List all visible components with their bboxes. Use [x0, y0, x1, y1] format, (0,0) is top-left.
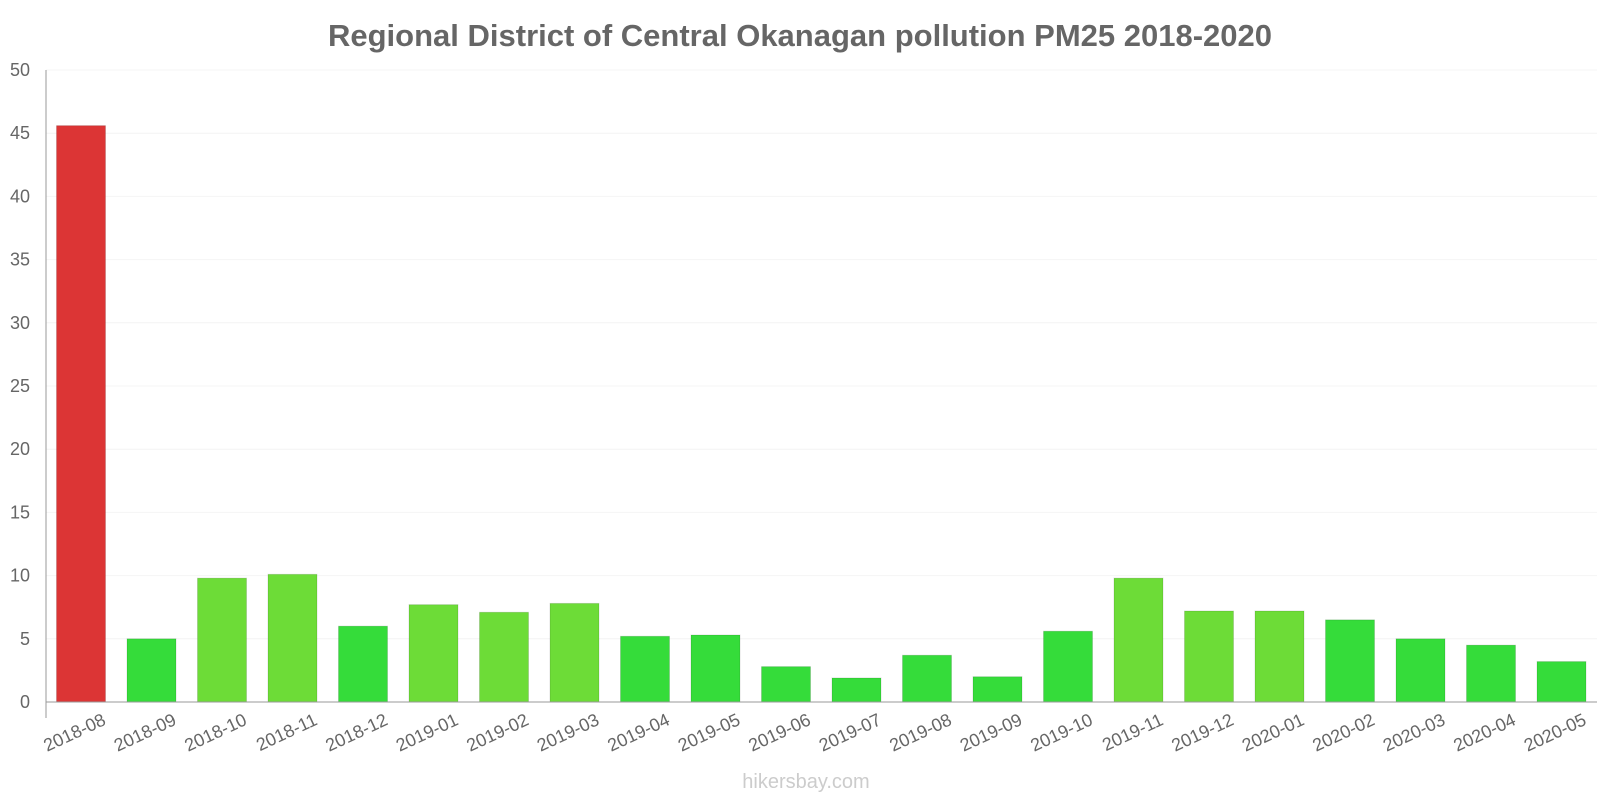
- y-tick-label: 35: [10, 250, 30, 270]
- x-tick-label: 2018-08: [40, 709, 108, 755]
- x-tick-label: 2019-03: [534, 709, 602, 755]
- bar-2019-08: [902, 654, 952, 703]
- y-tick-label: 50: [10, 60, 30, 80]
- axes: [45, 70, 1597, 718]
- bar-2020-04: [1466, 644, 1516, 703]
- y-tick-label: 20: [10, 439, 30, 459]
- bar-2019-02: [479, 611, 529, 703]
- x-tick-label: 2019-09: [957, 709, 1025, 755]
- gridlines: [46, 69, 1597, 640]
- x-tick-label: 2018-10: [181, 709, 249, 755]
- bar-2019-01: [408, 604, 459, 703]
- y-tick-label: 5: [20, 629, 30, 649]
- bar-2019-09: [972, 676, 1023, 703]
- x-tick-label: 2019-12: [1168, 709, 1236, 755]
- bar-2019-06: [761, 666, 811, 703]
- x-tick-label: 2019-07: [816, 709, 884, 755]
- y-tick-label: 10: [10, 566, 30, 586]
- bar-2018-09: [126, 638, 177, 703]
- bar-2019-03: [549, 602, 600, 703]
- x-tick-label: 2019-11: [1099, 709, 1166, 754]
- x-tick-label: 2019-02: [463, 709, 531, 755]
- bars: [56, 125, 1587, 703]
- y-tick-label: 0: [20, 692, 30, 712]
- x-tick-label: 2019-08: [886, 709, 954, 755]
- y-tick-label: 15: [10, 502, 30, 522]
- x-tick-label: 2018-12: [322, 709, 390, 755]
- y-axis-ticks: 0 5 10 15 20 25 30 35 40 45 50: [10, 60, 30, 712]
- bar-2019-05: [690, 634, 741, 703]
- bar-2018-08: [56, 125, 106, 703]
- bar-2019-07: [831, 677, 882, 703]
- bar-2020-01: [1254, 610, 1305, 703]
- x-tick-label: 2020-02: [1309, 709, 1377, 755]
- bar-2020-02: [1325, 619, 1375, 703]
- x-tick-label: 2020-04: [1450, 709, 1518, 755]
- x-tick-label: 2019-05: [675, 709, 743, 755]
- bar-2019-12: [1184, 610, 1234, 703]
- x-tick-label: 2019-01: [393, 709, 461, 755]
- x-tick-label: 2018-11: [253, 709, 320, 754]
- x-tick-label: 2019-10: [1027, 709, 1095, 755]
- bar-2019-11: [1113, 577, 1164, 703]
- y-tick-label: 45: [10, 123, 30, 143]
- watermark: hikersbay.com: [742, 771, 869, 793]
- bar-2019-04: [620, 635, 670, 703]
- x-axis-ticks: 2018-08 2018-09 2018-10 2018-11 2018-12 2019-…: [40, 709, 1589, 755]
- bar-2020-03: [1395, 638, 1446, 703]
- x-tick-label: 2020-03: [1380, 709, 1448, 755]
- bar-2019-10: [1043, 630, 1093, 703]
- x-tick-label: 2020-01: [1239, 709, 1307, 755]
- chart-title: Regional District of Central Okanagan po…: [328, 18, 1272, 53]
- x-tick-label: 2019-04: [604, 709, 672, 755]
- bar-2018-10: [197, 577, 247, 703]
- bar-2018-11: [267, 573, 318, 703]
- bar-2018-12: [338, 625, 388, 703]
- x-tick-label: 2020-05: [1521, 709, 1589, 755]
- x-tick-label: 2018-09: [111, 709, 179, 755]
- bar-2020-05: [1536, 661, 1587, 703]
- y-tick-label: 25: [10, 376, 30, 396]
- y-tick-label: 30: [10, 313, 30, 333]
- x-tick-label: 2019-06: [745, 709, 813, 755]
- y-tick-label: 40: [10, 186, 30, 206]
